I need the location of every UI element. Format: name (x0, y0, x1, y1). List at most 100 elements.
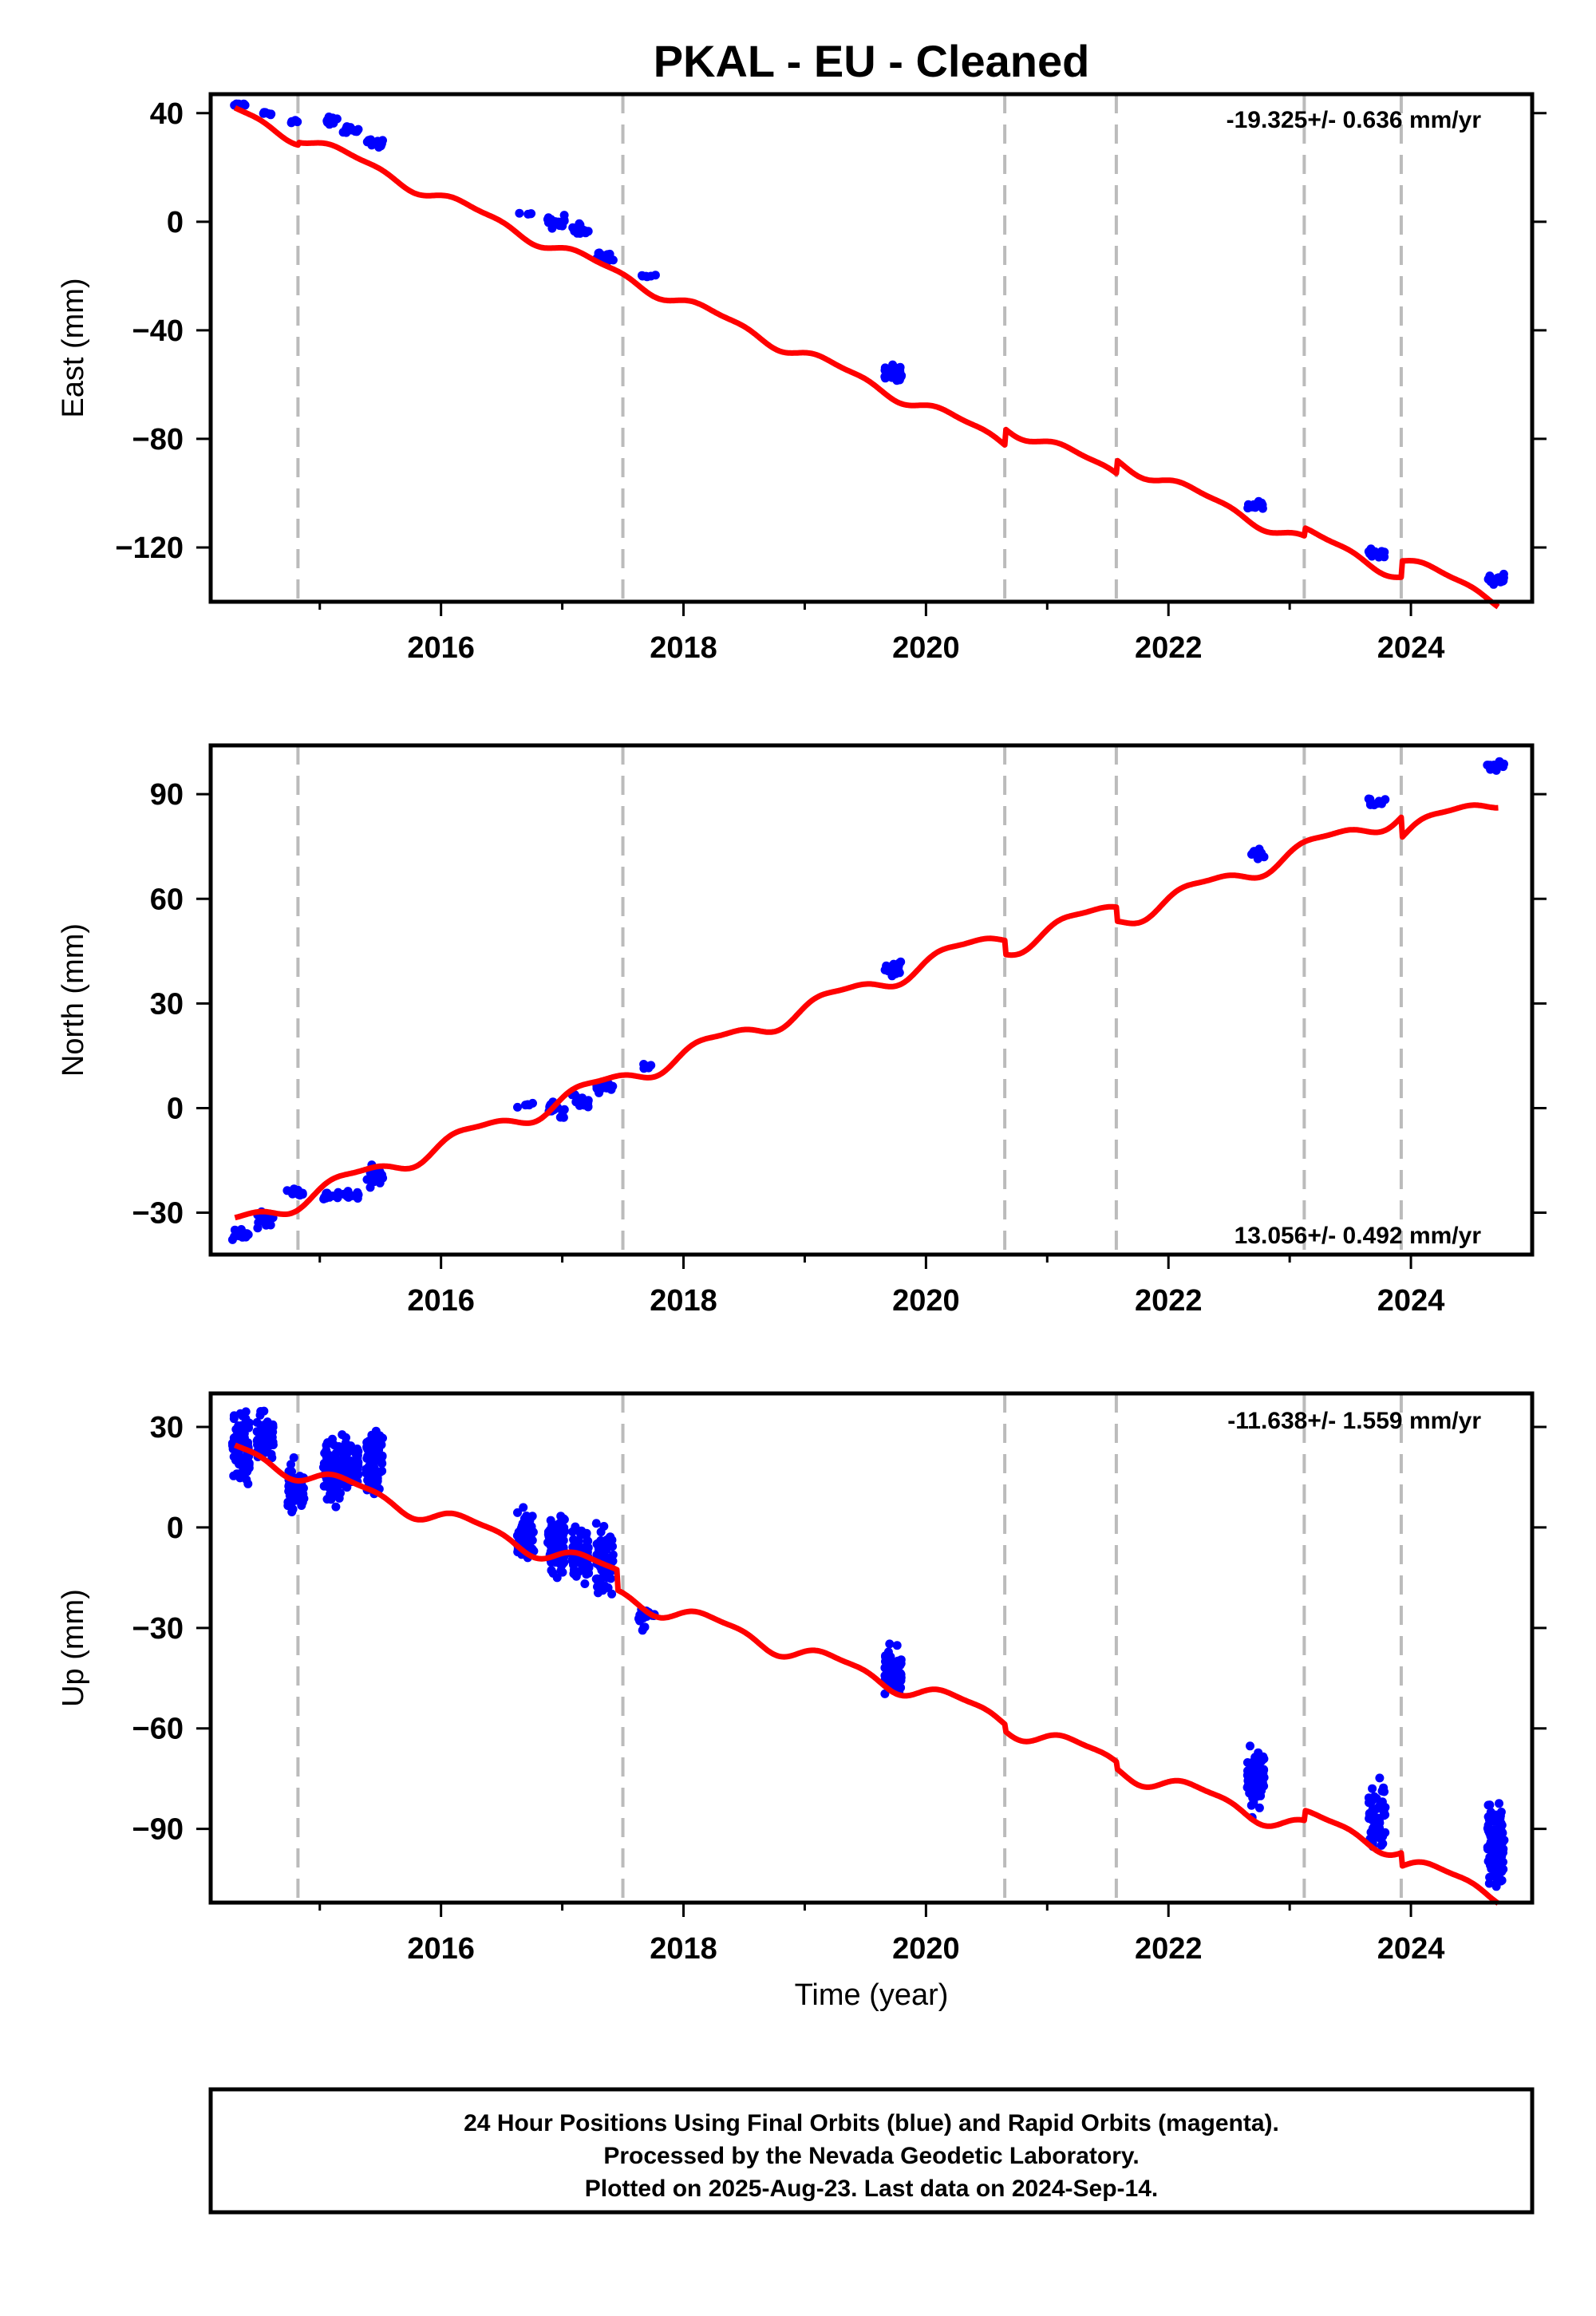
data-point (1485, 1872, 1495, 1882)
data-point (322, 1192, 332, 1202)
data-point (267, 1453, 277, 1463)
data-point (1483, 761, 1492, 770)
data-point (282, 1186, 292, 1196)
data-point (375, 1468, 385, 1477)
data-point (339, 1460, 349, 1470)
y-tick-label: −90 (132, 1813, 184, 1847)
data-point (1489, 761, 1499, 769)
data-point (365, 1451, 375, 1460)
data-point (1495, 1799, 1503, 1808)
data-point (1377, 1786, 1387, 1796)
data-point (523, 1100, 532, 1109)
data-point (1375, 1801, 1385, 1811)
y-tick-label: 30 (150, 987, 184, 1021)
data-point (639, 1060, 649, 1069)
data-point (1377, 549, 1386, 559)
data-point (331, 1502, 341, 1512)
data-point (1254, 1803, 1264, 1812)
data-point (885, 1639, 895, 1649)
rate-label: -19.325+/- 0.636 mm/yr (1227, 107, 1482, 133)
data-point (602, 250, 612, 259)
data-point (583, 1537, 592, 1547)
data-point (880, 1689, 890, 1698)
data-point (227, 1235, 237, 1244)
data-point (606, 1532, 615, 1542)
data-point (243, 1479, 253, 1488)
x-tick-label: 2024 (1377, 631, 1445, 665)
data-point (338, 1442, 347, 1452)
data-point (235, 1453, 245, 1463)
data-point (1492, 1874, 1502, 1883)
data-point (365, 1183, 375, 1192)
data-point (1250, 1775, 1259, 1784)
data-point (552, 1573, 562, 1583)
data-point (259, 109, 268, 118)
data-point (1499, 762, 1508, 772)
x-tick-label: 2016 (407, 631, 475, 665)
x-tick-label: 2016 (407, 1932, 475, 1966)
data-point (608, 1556, 618, 1566)
data-point (338, 1467, 348, 1476)
y-tick-label: −30 (132, 1197, 184, 1231)
y-tick-label: −30 (132, 1612, 184, 1646)
data-point (352, 1470, 361, 1479)
data-point (891, 969, 900, 978)
y-tick-label: −60 (132, 1713, 184, 1746)
data-point (519, 1503, 528, 1512)
chart-title: PKAL - EU - Cleaned (654, 36, 1090, 86)
data-point (569, 1560, 578, 1570)
data-point (354, 124, 363, 134)
data-point (1483, 1812, 1493, 1821)
data-point (559, 1525, 569, 1535)
rate-label: 13.056+/- 0.492 mm/yr (1235, 1223, 1482, 1249)
data-point (1252, 1792, 1262, 1801)
data-point (253, 1223, 263, 1233)
data-points (230, 99, 1508, 589)
y-tick-label: 0 (167, 206, 184, 239)
footer-frame (208, 2087, 1535, 2215)
data-point (1484, 1879, 1494, 1888)
data-point (583, 227, 593, 236)
data-point (369, 1172, 378, 1182)
data-point (241, 1407, 251, 1417)
panel-frame (208, 92, 1535, 604)
y-tick-label: −120 (115, 532, 184, 565)
data-point (885, 1659, 895, 1668)
y-tick-label: 30 (150, 1411, 184, 1445)
data-point (886, 367, 895, 377)
data-point (1377, 1840, 1386, 1850)
model-line (233, 1442, 1500, 1906)
north-panel: 90 60 30 0 −30 2016 2018 2020 2022 2024 North (mm)… (57, 743, 1547, 1318)
x-tick-label: 2024 (1377, 1932, 1445, 1966)
data-point (513, 1508, 522, 1517)
x-axis-label: Time (year) (795, 1978, 949, 2012)
data-point (241, 1438, 251, 1447)
data-point (263, 1417, 272, 1427)
data-point (591, 1519, 601, 1528)
data-point (547, 223, 557, 233)
data-point (599, 1522, 609, 1531)
data-point (895, 375, 904, 385)
data-point (354, 1447, 363, 1456)
footer-box: 24 Hour Positions Using Final Orbits (bl… (208, 2087, 1535, 2215)
model-line (233, 105, 1500, 610)
y-tick-label: 60 (150, 883, 184, 916)
x-tick-label: 2020 (892, 1932, 960, 1966)
data-point (342, 1191, 351, 1200)
data-point (344, 1448, 353, 1457)
data-point (1491, 1810, 1501, 1820)
footer-line-1: 24 Hour Positions Using Final Orbits (bl… (464, 2110, 1279, 2136)
data-point (886, 1666, 895, 1676)
data-point (890, 961, 899, 970)
data-point (260, 1448, 270, 1457)
data-point (326, 1464, 336, 1473)
data-point (895, 1682, 905, 1691)
data-point (559, 1113, 568, 1122)
data-point (896, 1658, 906, 1668)
data-point (366, 1443, 375, 1452)
data-point (595, 248, 604, 258)
data-point (322, 1441, 331, 1450)
data-point (543, 215, 552, 224)
data-point (1257, 1765, 1266, 1774)
